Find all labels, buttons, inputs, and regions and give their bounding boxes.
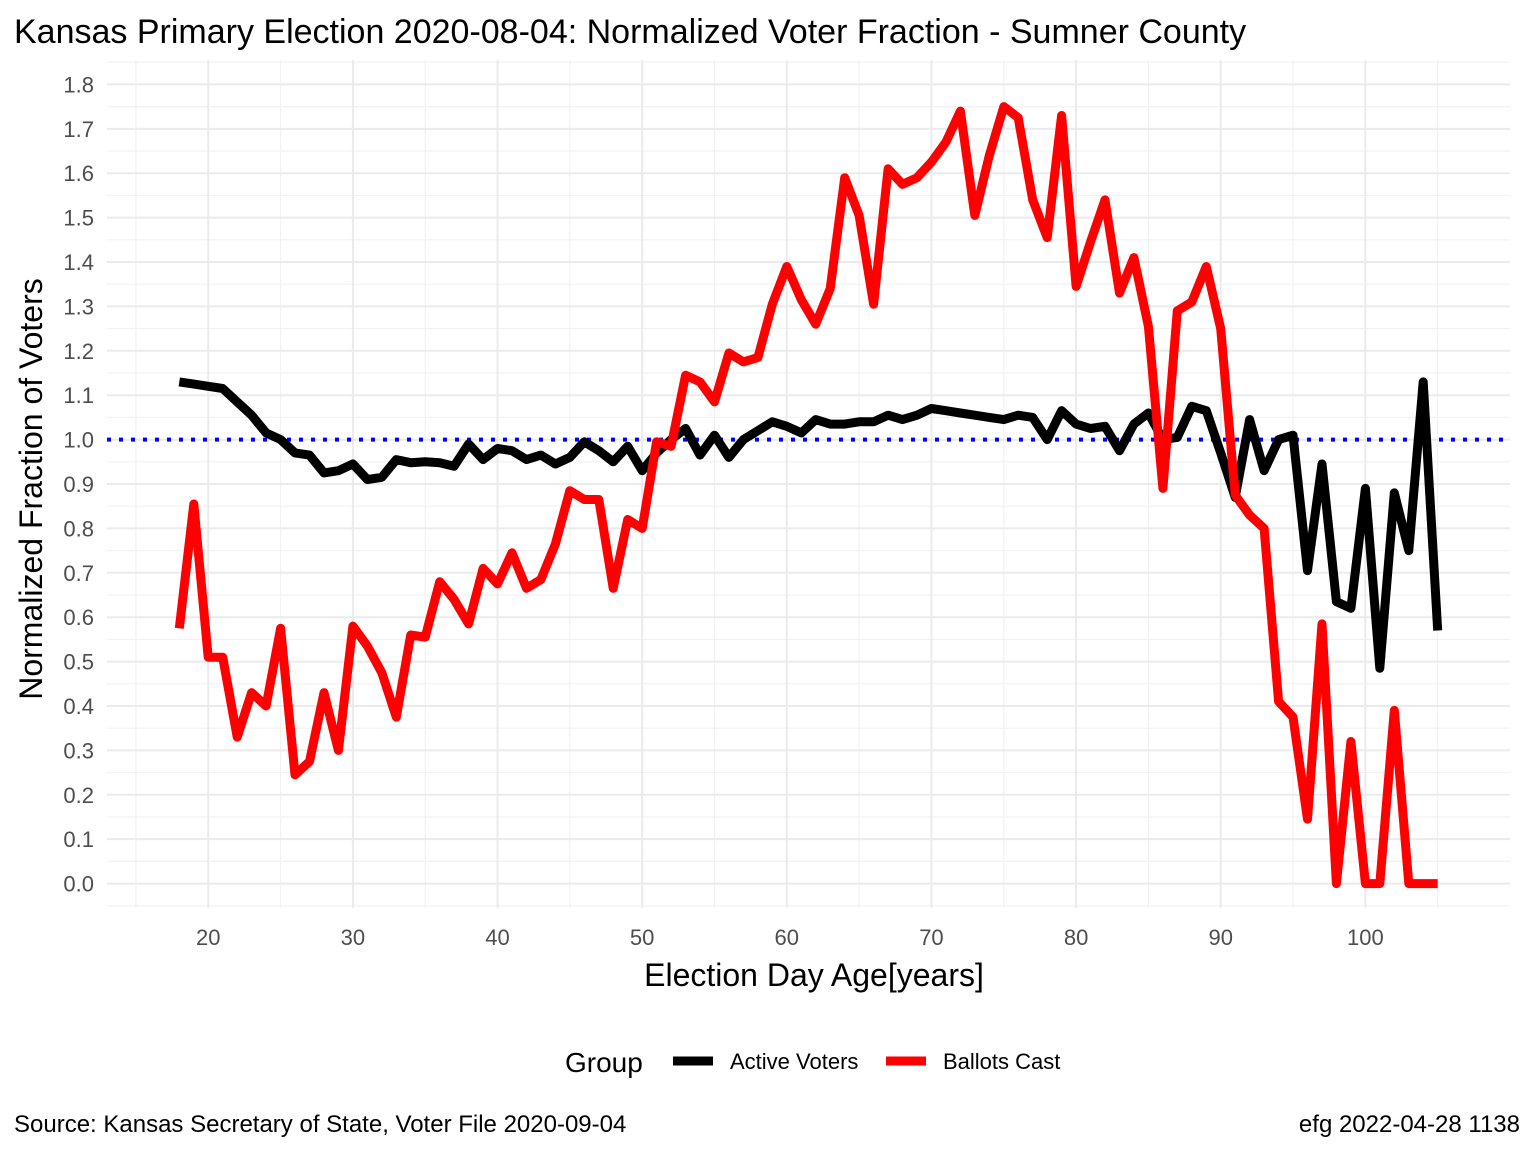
x-axis-title: Election Day Age[years] [644,957,984,993]
credit-caption: efg 2022-04-28 1138 [1299,1111,1520,1138]
legend-title: Group [565,1047,643,1078]
x-tick-label: 20 [196,925,220,950]
legend-label-active-voters: Active Voters [730,1049,858,1074]
y-tick-label: 0.4 [63,694,94,719]
y-tick-label: 1.1 [63,383,94,408]
legend-label-ballots-cast: Ballots Cast [943,1049,1060,1074]
y-tick-label: 1.5 [63,206,94,231]
y-tick-label: 0.5 [63,650,94,675]
y-tick-label: 1.8 [63,72,94,97]
y-tick-label: 1.0 [63,428,94,453]
y-axis-ticks: 0.0 0.1 0.2 0.3 0.4 0.5 0.6 0.7 0.8 0.9 1.0 1.1 1.2 1… [63,72,94,896]
x-tick-label: 30 [341,925,365,950]
x-tick-label: 80 [1064,925,1088,950]
x-tick-label: 70 [919,925,943,950]
y-tick-label: 1.3 [63,294,94,319]
x-tick-label: 90 [1208,925,1232,950]
y-tick-label: 0.1 [63,827,94,852]
y-tick-label: 1.4 [63,250,94,275]
y-axis-title: Normalized Fraction of Voters [13,278,49,700]
y-tick-label: 1.7 [63,117,94,142]
series-layer [174,102,1443,889]
x-tick-label: 60 [775,925,799,950]
series-line-active-voters [178,377,1443,673]
y-tick-label: 0.7 [63,561,94,586]
source-caption: Source: Kansas Secretary of State, Voter… [14,1111,626,1138]
y-tick-label: 0.6 [63,605,94,630]
legend: Group Active Voters Ballots Cast [565,1047,1060,1078]
x-axis-ticks: 20 30 40 50 60 70 80 90 100 [196,925,1384,950]
x-tick-label: 50 [630,925,654,950]
x-tick-label: 40 [485,925,509,950]
y-tick-label: 0.0 [63,872,94,897]
y-tick-label: 1.2 [63,339,94,364]
x-tick-label: 100 [1347,925,1384,950]
chart-title: Kansas Primary Election 2020-08-04: Norm… [14,13,1246,51]
y-tick-label: 0.9 [63,472,94,497]
y-tick-label: 0.8 [63,516,94,541]
y-tick-label: 0.3 [63,738,94,763]
grid-minor [107,60,1510,908]
y-tick-label: 1.6 [63,161,94,186]
y-tick-label: 0.2 [63,783,94,808]
series-line-ballots-cast [174,102,1438,889]
